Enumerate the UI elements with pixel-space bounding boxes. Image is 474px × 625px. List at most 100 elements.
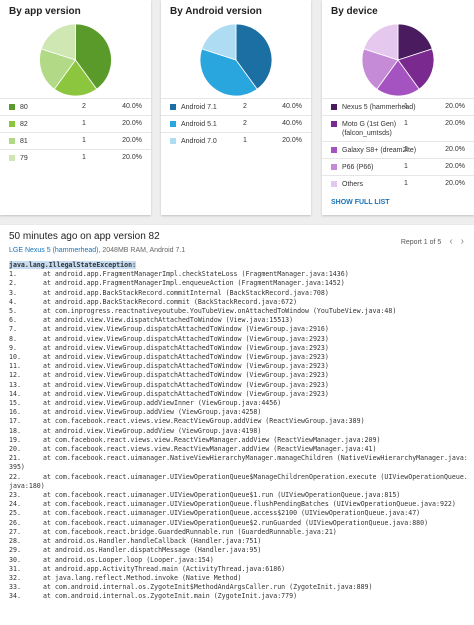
frame: at com.android.internal.os.ZygoteInit.ma… <box>43 592 298 601</box>
trace-line: 23. at com.facebook.react.uimanager.UIVie… <box>9 491 468 500</box>
line-number: 19. <box>9 435 21 444</box>
legend-label: 82 <box>20 121 28 128</box>
legend-label: 81 <box>20 138 28 145</box>
trace-line: 14. at android.view.ViewGroup.dispatchAtt… <box>9 390 468 399</box>
color-swatch <box>331 104 337 110</box>
count: 1 <box>404 180 408 187</box>
share: 20.0% <box>445 180 465 187</box>
count: 1 <box>404 163 408 170</box>
pie-slice <box>53 59 98 97</box>
exception-line: java.lang.IllegalStateException: <box>9 261 468 270</box>
frame: at android.app.ActivityThread.main (Acti… <box>43 564 286 573</box>
legend-label: Android 5.1 <box>181 121 217 128</box>
frame: at com.inprogress.reactnativeyoutube.You… <box>43 307 397 316</box>
line-number: 1. <box>9 270 17 279</box>
legend-row: 82 1 20.0% <box>0 115 151 132</box>
line-number: 16. <box>9 408 21 417</box>
line-number: 21. <box>9 454 21 463</box>
frame: at android.view.View.dispatchAttachedToW… <box>43 316 294 325</box>
pie-chart <box>199 23 273 97</box>
line-number: 8. <box>9 334 17 343</box>
legend-row: Others 1 20.0% <box>322 175 474 192</box>
color-swatch <box>170 104 176 110</box>
frame: at android.view.ViewGroup.addView (ViewG… <box>43 426 262 435</box>
stack-trace: java.lang.IllegalStateException: 1. at an… <box>9 261 468 602</box>
line-number: 13. <box>9 380 21 389</box>
share: 40.0% <box>282 120 302 127</box>
trace-line: 1. at android.app.FragmentManagerImpl.che… <box>9 270 468 279</box>
device-link[interactable]: LGE Nexus 5 (hammerhead) <box>9 247 99 254</box>
legend-label: P66 (P66) <box>342 164 374 171</box>
line-number: 28. <box>9 537 21 546</box>
trace-line: 2. at android.app.FragmentManagerImpl.enq… <box>9 279 468 288</box>
trace-line: 25. at com.facebook.react.uimanager.UIVie… <box>9 509 468 518</box>
line-number: 2. <box>9 279 17 288</box>
line-number: 25. <box>9 509 21 518</box>
count: 1 <box>243 137 247 144</box>
share: 20.0% <box>122 137 142 144</box>
frame: at com.facebook.react.uimanager.UIViewOp… <box>9 472 468 490</box>
frame: at android.view.ViewGroup.addView (ViewG… <box>43 408 262 417</box>
pie-slice <box>363 23 399 61</box>
count: 2 <box>243 103 247 110</box>
line-number: 10. <box>9 353 21 362</box>
trace-line: 34. at com.android.internal.os.ZygoteInit… <box>9 592 468 601</box>
color-swatch <box>331 121 337 127</box>
trace-line: 15. at android.view.ViewGroup.addViewInne… <box>9 399 468 408</box>
share: 20.0% <box>445 120 465 127</box>
pie-slice <box>376 59 420 97</box>
count: 2 <box>243 120 247 127</box>
line-number: 24. <box>9 500 21 509</box>
count: 1 <box>404 120 408 127</box>
show-full-list[interactable]: SHOW FULL LIST <box>331 199 390 206</box>
legend-label: Nexus 5 (hammerhead) <box>342 104 416 111</box>
pie-chart <box>361 23 435 97</box>
legend-row: 81 1 20.0% <box>0 132 151 149</box>
legend-row: Nexus 5 (hammerhead) 1 20.0% <box>322 98 474 115</box>
line-number: 18. <box>9 426 21 435</box>
share: 40.0% <box>122 103 142 110</box>
trace-line: 3. at android.app.BackStackRecord.commitI… <box>9 289 468 298</box>
chart-card: By Android version Android 7.1 2 40.0% Andro… <box>161 0 311 215</box>
line-number: 6. <box>9 316 17 325</box>
line-number: 4. <box>9 297 17 306</box>
line-number: 3. <box>9 288 17 297</box>
share: 20.0% <box>445 103 465 110</box>
frame: at android.view.ViewGroup.dispatchAttach… <box>43 343 329 352</box>
trace-line: 11. at android.view.ViewGroup.dispatchAtt… <box>9 362 468 371</box>
frame: at android.view.ViewGroup.dispatchAttach… <box>43 362 329 371</box>
next-button[interactable]: › <box>460 236 464 247</box>
card-title: By app version <box>9 6 81 17</box>
prev-button[interactable]: ‹ <box>449 236 453 247</box>
trace-line: 27. at com.facebook.react.bridge.GuardedR… <box>9 528 468 537</box>
share: 20.0% <box>122 154 142 161</box>
count: 2 <box>82 103 86 110</box>
legend-label: 79 <box>20 155 28 162</box>
count: 1 <box>404 103 408 110</box>
line-number: 32. <box>9 573 21 582</box>
color-swatch <box>9 104 15 110</box>
report-subtitle: LGE Nexus 5 (hammerhead), 2048MB RAM, An… <box>9 247 185 254</box>
legend-row: Galaxy S8+ (dream2lte) 1 20.0% <box>322 141 474 158</box>
legend-label: Moto G (1st Gen) (falcon_umtsds) <box>342 121 397 137</box>
pie-slice <box>40 23 76 61</box>
trace-line: 32. at java.lang.reflect.Method.invoke (N… <box>9 574 468 583</box>
legend-row: Android 7.1 2 40.0% <box>161 98 311 115</box>
color-swatch <box>170 138 176 144</box>
trace-line: 17. at com.facebook.react.views.view.Reac… <box>9 417 468 426</box>
share: 20.0% <box>282 137 302 144</box>
share: 20.0% <box>445 163 465 170</box>
frame: at com.facebook.react.bridge.GuardedRunn… <box>43 527 337 536</box>
frame: at com.facebook.react.views.view.ReactVi… <box>43 435 381 444</box>
pie-slice <box>75 23 112 90</box>
color-swatch <box>331 164 337 170</box>
frame: at com.facebook.react.uimanager.UIViewOp… <box>43 491 401 500</box>
device-details: , 2048MB RAM, Android 7.1 <box>98 247 186 254</box>
frame: at java.lang.reflect.Method.invoke (Nati… <box>43 573 242 582</box>
legend-label: 80 <box>20 104 28 111</box>
legend-row: P66 (P66) 1 20.0% <box>322 158 474 175</box>
line-number: 33. <box>9 583 21 592</box>
trace-line: 31. at android.app.ActivityThread.main (A… <box>9 565 468 574</box>
count: 1 <box>82 120 86 127</box>
frame: at com.android.internal.os.ZygoteInit$Me… <box>43 583 373 592</box>
